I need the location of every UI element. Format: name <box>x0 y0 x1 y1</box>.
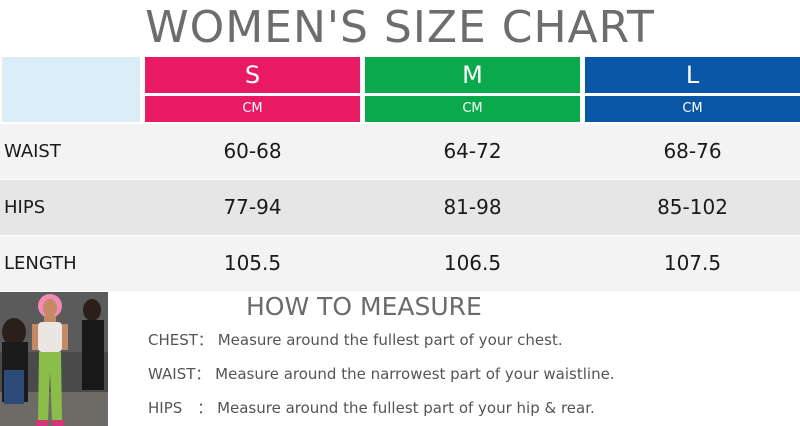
header-blank-cell <box>2 57 140 122</box>
cell-value-s: 77-94 <box>223 195 282 219</box>
instruction-key: CHEST： <box>148 331 213 349</box>
cell-value-m: 64-72 <box>443 139 502 163</box>
cell-value-m: 106.5 <box>443 251 502 275</box>
instruction-hips: HIPS ： Measure around the fullest part o… <box>148 397 595 419</box>
chart-title: WOMEN'S SIZE CHART <box>145 2 655 53</box>
how-to-measure-title: HOW TO MEASURE <box>246 292 482 321</box>
cell-value-s: 105.5 <box>223 251 282 275</box>
size-s-unit: CM <box>145 96 360 122</box>
cell-value-l: 68-76 <box>663 139 722 163</box>
model-photo <box>0 292 108 426</box>
cell-value-s: 60-68 <box>223 139 282 163</box>
instruction-chest: CHEST： Measure around the fullest part o… <box>148 329 563 351</box>
size-l-header: L <box>585 57 800 93</box>
cell-value-l: 85-102 <box>657 195 728 219</box>
table-row-waist: WAIST 60-68 64-72 68-76 <box>0 124 800 179</box>
row-label: LENGTH <box>4 253 77 274</box>
instruction-waist: WAIST： Measure around the narrowest part… <box>148 363 615 385</box>
row-label: HIPS <box>4 197 46 218</box>
instruction-text: Measure around the fullest part of your … <box>217 331 563 349</box>
table-row-hips: HIPS 77-94 81-98 85-102 <box>0 180 800 235</box>
size-m-header: M <box>365 57 580 93</box>
instruction-text: Measure around the narrowest part of you… <box>215 365 615 383</box>
cell-value-m: 81-98 <box>443 195 502 219</box>
instruction-key: WAIST： <box>148 365 211 383</box>
instruction-key: HIPS ： <box>148 399 213 417</box>
instruction-text: Measure around the fullest part of your … <box>217 399 595 417</box>
row-label: WAIST <box>4 141 61 162</box>
cell-value-l: 107.5 <box>663 251 722 275</box>
size-m-unit: CM <box>365 96 580 122</box>
size-s-header: S <box>145 57 360 93</box>
table-row-length: LENGTH 105.5 106.5 107.5 <box>0 236 800 291</box>
size-l-unit: CM <box>585 96 800 122</box>
